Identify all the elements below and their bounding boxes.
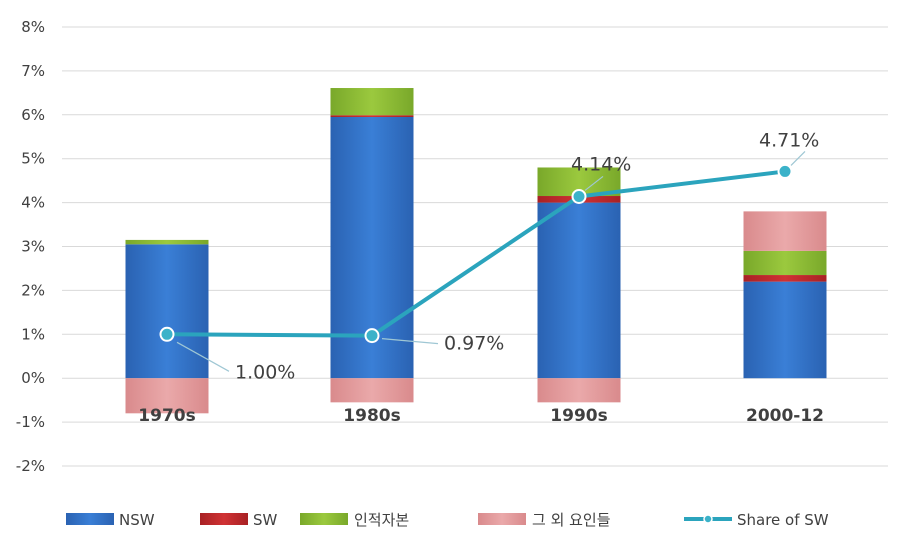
- other-factors-segment: [537, 378, 621, 403]
- share-of-sw-data-label: 1.00%: [235, 361, 295, 383]
- human-capital-segment: [330, 88, 414, 116]
- legend-item-human-capital: 인적자본: [300, 511, 409, 529]
- y-tick-label: 2%: [21, 281, 45, 299]
- bars: [125, 88, 827, 414]
- y-tick-label: -1%: [16, 413, 45, 431]
- y-tick-label: 5%: [21, 150, 45, 168]
- y-tick-label: 3%: [21, 238, 45, 256]
- legend-swatch: [66, 513, 114, 525]
- other-factors-segment: [743, 211, 827, 251]
- data-label-leader: [790, 151, 806, 166]
- other-factors-segment: [330, 378, 414, 403]
- data-label-leader: [584, 175, 604, 191]
- y-tick-label: 1%: [21, 325, 45, 343]
- nsw-segment: [743, 281, 827, 379]
- share-of-sw-point: [364, 328, 380, 344]
- legend-label: SW: [253, 511, 278, 529]
- legend-item-other-factors: 그 외 요인들: [478, 511, 611, 529]
- y-tick-label: -2%: [16, 457, 45, 475]
- legend-swatch: [478, 513, 526, 525]
- share-of-sw-line-path: [166, 169, 786, 338]
- y-tick-label: 8%: [21, 18, 45, 36]
- legend-swatch: [200, 513, 248, 525]
- y-tick-label: 7%: [21, 62, 45, 80]
- legend-label: Share of SW: [737, 511, 829, 529]
- other-factors-segment: [125, 378, 209, 414]
- share-of-sw-line: 1.00% 0.97% 4.14% 4.71%: [159, 129, 819, 383]
- legend-label: 그 외 요인들: [532, 511, 611, 529]
- x-tick-label: 2000-12: [746, 406, 824, 426]
- legend-marker: [703, 514, 713, 524]
- y-tick-label: 6%: [21, 106, 45, 124]
- y-tick-label: 0%: [21, 369, 45, 387]
- data-label-leader: [176, 341, 230, 372]
- share-of-sw-point: [159, 326, 175, 342]
- legend-item-sw: SW: [200, 511, 278, 529]
- y-axis: 8% 7% 6% 5% 4% 3% 2% 1% 0% -1% -2%: [16, 18, 45, 475]
- x-tick-label: 1980s: [343, 406, 400, 426]
- y-tick-label: 4%: [21, 194, 45, 212]
- data-label-leader: [381, 338, 439, 345]
- x-tick-label: 1970s: [138, 406, 195, 426]
- x-tick-label: 1990s: [550, 406, 607, 426]
- sw-segment: [330, 115, 414, 117]
- nsw-segment: [125, 244, 209, 379]
- legend-item-nsw: NSW: [66, 511, 155, 529]
- nsw-segment: [537, 202, 621, 379]
- human-capital-segment: [125, 239, 209, 245]
- legend-label: 인적자본: [354, 511, 409, 529]
- legend: NSW SW 인적자본 그 외 요인들 Share of SW: [66, 511, 829, 529]
- x-axis: 1970s 1980s 1990s 2000-12: [138, 406, 824, 426]
- share-of-sw-point: [571, 188, 587, 204]
- share-of-sw-data-label: 4.71%: [759, 129, 819, 151]
- legend-item-share-of-sw: Share of SW: [684, 511, 829, 529]
- legend-label: NSW: [119, 511, 155, 529]
- share-of-sw-point: [777, 163, 793, 179]
- legend-swatch: [300, 513, 348, 525]
- share-of-sw-data-label: 0.97%: [444, 333, 504, 355]
- sw-segment: [743, 275, 827, 282]
- human-capital-segment: [743, 250, 827, 276]
- share-of-sw-data-label: 4.14%: [571, 153, 631, 175]
